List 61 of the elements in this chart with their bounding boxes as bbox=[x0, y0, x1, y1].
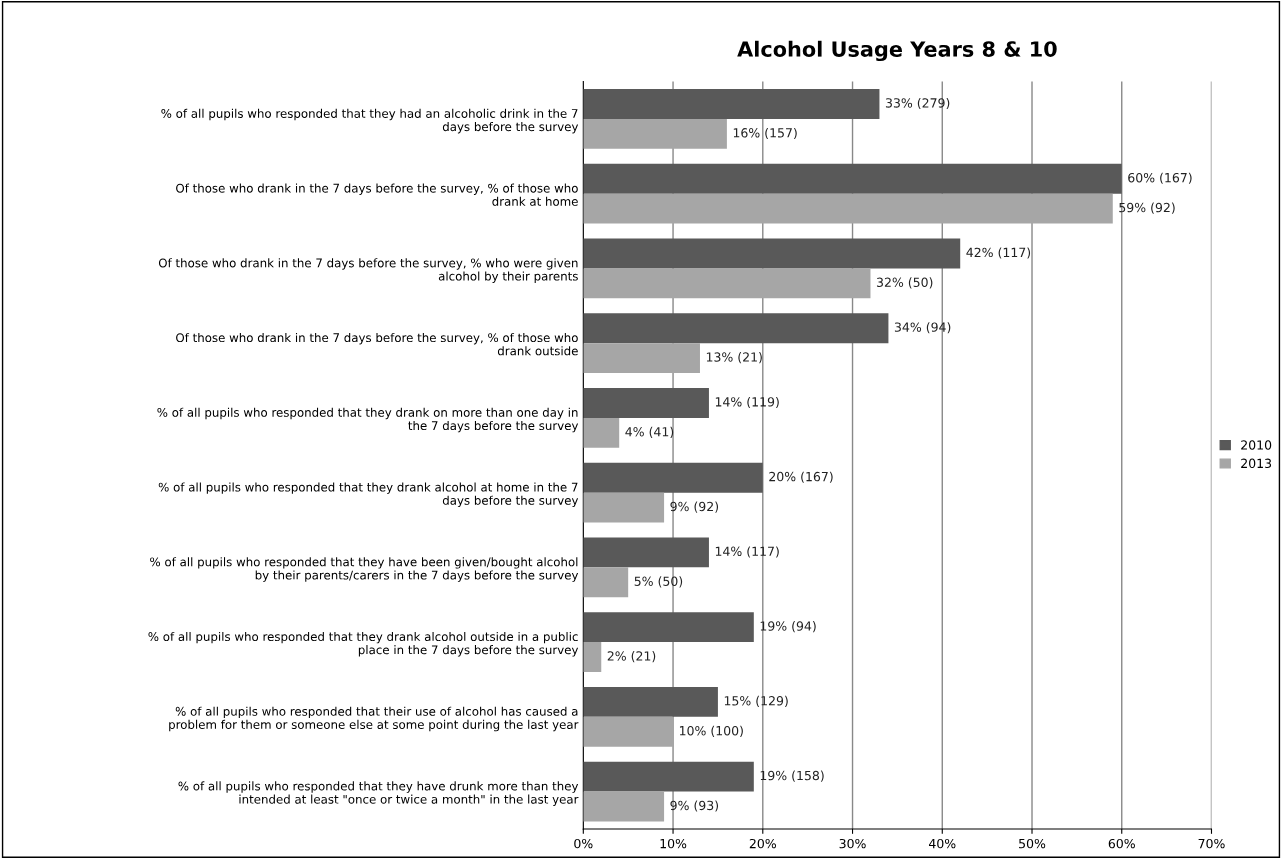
data-label: 59% (92) bbox=[1119, 202, 1175, 214]
bar bbox=[583, 462, 763, 493]
bar bbox=[583, 537, 709, 568]
y-tick-label: % of all pupils who responded that they drank on more than one day in the 7 days before the survey bbox=[157, 407, 579, 433]
bar bbox=[583, 686, 718, 717]
data-label: 33% (279) bbox=[885, 97, 950, 110]
data-label: 19% (158) bbox=[760, 770, 824, 782]
y-tick-label: % of all pupils who responded that they had an alcoholic drink in the 7 days before the survey bbox=[161, 108, 579, 134]
bar bbox=[583, 492, 665, 523]
data-label: 9% (93) bbox=[670, 800, 719, 812]
data-label: 14% (119) bbox=[715, 396, 779, 409]
data-label: 32% (50) bbox=[876, 277, 933, 289]
data-label: 9% (92) bbox=[670, 501, 719, 513]
bar bbox=[583, 642, 602, 672]
chart-title: Alcohol Usage Years 8 & 10 bbox=[737, 40, 1057, 62]
bar bbox=[583, 238, 961, 269]
y-tick-label: % of all pupils who responded that they have been given/bought alcohol by their parents/carers in the 7 days before the survey bbox=[150, 557, 579, 582]
legend-label: 2010 bbox=[1241, 440, 1272, 450]
data-label: 34% (94) bbox=[894, 322, 951, 334]
x-tick-label: 10% bbox=[660, 838, 687, 849]
bar bbox=[583, 193, 1113, 224]
bar bbox=[583, 163, 1122, 194]
x-tick-label: 60% bbox=[1108, 838, 1135, 849]
data-label: 19% (94) bbox=[760, 621, 816, 633]
x-tick-label: 0% bbox=[574, 838, 593, 849]
y-tick-label: Of those who drank in the 7 days before the survey, % who were given alcohol by their parents bbox=[158, 258, 578, 283]
data-label: 42% (117) bbox=[966, 247, 1031, 259]
bar bbox=[583, 761, 754, 792]
data-label: 14% (117) bbox=[715, 546, 779, 558]
x-tick-label: 20% bbox=[749, 838, 776, 849]
bar bbox=[583, 388, 709, 418]
bar bbox=[583, 268, 871, 299]
bar bbox=[583, 417, 620, 448]
data-label: 5% (50) bbox=[634, 576, 683, 588]
x-tick-label: 30% bbox=[839, 838, 866, 849]
bar bbox=[583, 118, 727, 149]
data-label: 10% (100) bbox=[679, 725, 743, 737]
y-tick-label: Of those who drank in the 7 days before the survey, % of those who drank at home bbox=[176, 183, 578, 206]
data-label: 20% (167) bbox=[769, 471, 833, 483]
bar bbox=[583, 716, 674, 747]
bar bbox=[583, 89, 880, 119]
x-tick-label: 70% bbox=[1198, 838, 1225, 849]
legend-label: 2013 bbox=[1241, 458, 1272, 469]
data-label: 2% (21) bbox=[607, 651, 656, 663]
x-tick-label: 40% bbox=[928, 838, 956, 849]
data-label: 4% (41) bbox=[625, 426, 674, 438]
y-tick-label: % of all pupils who responded that they drank alcohol outside in a public place in the 7 days before the survey bbox=[148, 631, 579, 657]
data-label: 13% (21) bbox=[706, 352, 762, 364]
x-tick-label: 50% bbox=[1019, 838, 1046, 849]
data-label: 60% (167) bbox=[1128, 172, 1192, 184]
y-tick-label: % of all pupils who responded that they have drunk more than they intended at least "once or twice a month" in the last year bbox=[178, 781, 579, 807]
data-label: 16% (157) bbox=[733, 127, 797, 140]
data-label: 15% (129) bbox=[724, 695, 788, 707]
bar bbox=[583, 343, 700, 374]
y-tick-label: % of all pupils who responded that their use of alcohol has caused a problem for them or someone else at some point during the last year bbox=[169, 706, 579, 732]
bar bbox=[583, 313, 889, 344]
bar bbox=[583, 791, 665, 822]
bar bbox=[583, 612, 754, 643]
bar bbox=[583, 567, 629, 598]
y-tick-label: Of those who drank in the 7 days before the survey, % of those who drank outside bbox=[176, 332, 578, 356]
y-tick-label: % of all pupils who responded that they drank alcohol at home in the 7 days before the survey bbox=[158, 482, 579, 508]
